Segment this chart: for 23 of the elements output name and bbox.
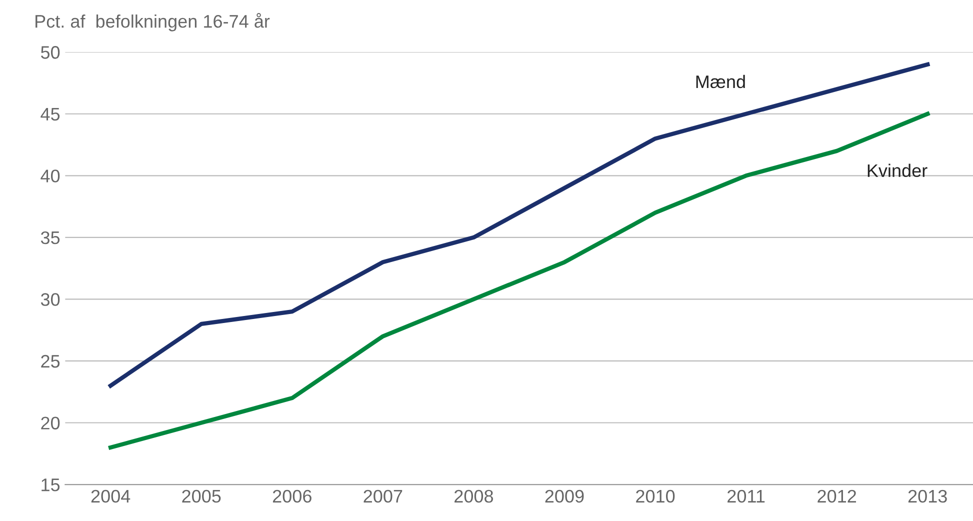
y-tick-label: 20: [41, 416, 60, 430]
x-tick-label: 2012: [818, 490, 856, 503]
y-tick-label: 15: [42, 478, 60, 492]
y-tick-label: 30: [40, 293, 60, 306]
x-tick-label: 2008: [454, 490, 494, 503]
y-axis-title: Pct. af befolkningen 16-74 år: [36, 13, 270, 32]
x-tick-label: 2011: [728, 490, 765, 503]
y-tick-label: 40: [40, 170, 60, 182]
x-tick-label: 2010: [636, 490, 675, 503]
line-series: [108, 62, 930, 388]
series-label: Kvinder: [868, 164, 928, 178]
x-tick-label: 2005: [182, 490, 221, 503]
x-tick-label: 2006: [272, 490, 312, 503]
y-tick-label: 45: [40, 108, 60, 121]
x-tick-label: 2004: [91, 490, 130, 503]
x-tick-label: 2013: [908, 490, 947, 503]
x-tick-label: 2007: [364, 490, 402, 503]
series-label: Mænd: [696, 74, 745, 88]
y-tick-label: 35: [40, 231, 60, 244]
line-series: [108, 112, 930, 450]
y-tick-label: 50: [40, 46, 60, 59]
y-tick-label: 25: [41, 354, 60, 368]
x-tick-label: 2009: [545, 490, 584, 503]
